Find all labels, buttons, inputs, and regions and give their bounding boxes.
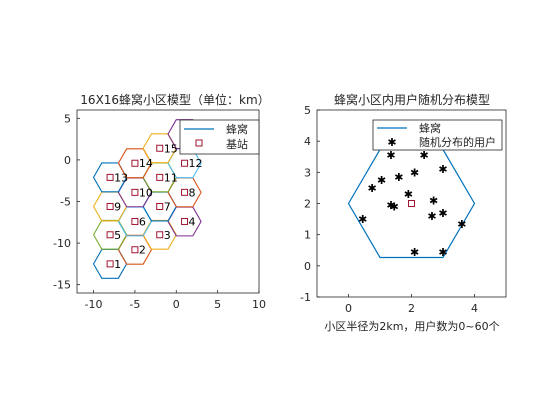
chart2-y-tick-label: 2 xyxy=(304,198,311,211)
chart1-base-station-label: 6 xyxy=(139,215,146,228)
chart1-base-station-marker xyxy=(131,159,139,167)
chart1-base-station-marker xyxy=(106,231,114,239)
chart2-y-tick-label: 0 xyxy=(304,260,311,273)
chart1-base-station-label: 8 xyxy=(189,186,196,199)
chart1-title: 16X16蜂窝小区模型（单位：km） xyxy=(80,92,269,107)
chart2-y-tick-label: 4 xyxy=(304,135,311,148)
chart2-user-marker: ✱ xyxy=(419,149,428,162)
chart1-base-station-label: 4 xyxy=(189,215,196,228)
chart1-base-station-marker xyxy=(131,217,139,225)
chart2-base-station-marker xyxy=(408,200,415,207)
chart1-base-station-label: 2 xyxy=(139,244,146,257)
chart1-base-station-label: 7 xyxy=(164,200,171,213)
chart2-legend: 蜂窝 ✱ 随机分布的用户 xyxy=(372,119,503,151)
chart1-base-station-label: 14 xyxy=(139,157,153,170)
chart2-user-marker: ✱ xyxy=(390,201,399,214)
chart1-base-station-marker xyxy=(181,159,189,167)
chart2-user-marker: ✱ xyxy=(438,207,447,220)
chart1-base-station-marker xyxy=(156,202,164,210)
chart2-user-marker: ✱ xyxy=(457,218,466,231)
chart2-x-axis-label: 小区半径为2km，用户数为0~60个 xyxy=(324,319,499,333)
chart1-y-tick-label: -15 xyxy=(53,279,71,292)
chart2-user-marker: ✱ xyxy=(377,174,386,187)
chart2-user-marker: ✱ xyxy=(438,246,447,259)
chart2-user-marker: ✱ xyxy=(386,199,395,212)
chart1-axis-ticks: -10 -5 0 5 10 -15 -10 -5 0 5 xyxy=(53,112,266,311)
chart1-x-tick-label: -10 xyxy=(85,298,103,311)
chart2-user-marker: ✱ xyxy=(394,171,403,184)
chart2-y-tick-label: -1 xyxy=(300,291,311,304)
chart1-legend-box xyxy=(179,119,260,155)
chart1-y-tick-label: 0 xyxy=(64,154,71,167)
chart2-title: 蜂窝小区内用户随机分布模型 xyxy=(334,92,490,107)
chart1-base-station-marker xyxy=(106,260,114,268)
chart1-x-tick-label: -5 xyxy=(129,298,140,311)
chart2-x-tick-label: 2 xyxy=(408,302,415,315)
chart2-user-marker: ✱ xyxy=(438,163,447,176)
chart2-legend-label-cell: 蜂窝 xyxy=(419,121,441,135)
chart1-base-station-marker xyxy=(106,202,114,210)
chart2-y-tick-label: 3 xyxy=(304,166,311,179)
chart2-axis-ticks: 0 2 4 -1 0 1 2 3 4 5 xyxy=(300,104,478,315)
chart1-base-station-label: 9 xyxy=(114,200,121,213)
chart1-base-station-label: 10 xyxy=(139,186,153,199)
chart2-user-marker: ✱ xyxy=(410,246,419,259)
chart2-legend-label-users: 随机分布的用户 xyxy=(419,135,496,149)
chart2-y-tick-label: 1 xyxy=(304,229,311,242)
chart2-user-marker: ✱ xyxy=(427,210,436,223)
chart1-base-station-label: 13 xyxy=(114,171,128,184)
chart2-user-marker: ✱ xyxy=(410,166,419,179)
chart1-legend: 蜂窝 基站 xyxy=(179,119,260,155)
chart1-legend-label-station: 基站 xyxy=(226,137,248,151)
chart1-base-station-marker xyxy=(181,188,189,196)
chart1-base-station-marker xyxy=(106,173,114,181)
chart1-base-station-label: 15 xyxy=(164,142,178,155)
chart1-base-station-label: 3 xyxy=(164,229,171,242)
chart1-base-station-marker xyxy=(131,246,139,254)
chart2-user-marker: ✱ xyxy=(358,213,367,226)
chart2-x-tick-label: 0 xyxy=(345,302,352,315)
chart2-x-tick-label: 4 xyxy=(471,302,478,315)
chart1-y-tick-label: 5 xyxy=(64,112,71,125)
chart2-user-marker: ✱ xyxy=(404,188,413,201)
chart1-base-station-label: 5 xyxy=(114,229,121,242)
chart1-y-tick-label: -10 xyxy=(53,237,71,250)
chart1-base-station-marker xyxy=(156,144,164,152)
chart1-x-tick-label: 5 xyxy=(214,298,221,311)
chart2-y-tick-label: 5 xyxy=(304,104,311,117)
chart1-legend-label-cell: 蜂窝 xyxy=(226,122,248,136)
chart2-user-marker: ✱ xyxy=(386,149,395,162)
chart1-base-station-label: 1 xyxy=(114,258,121,271)
chart1-y-tick-label: -5 xyxy=(60,196,71,209)
chart1-base-station-marker xyxy=(156,173,164,181)
chart2-legend-box xyxy=(372,119,503,151)
chart2-legend-marker-star: ✱ xyxy=(387,136,396,149)
honeycomb-model-chart: 16X16蜂窝小区模型（单位：km） -10 -5 0 5 10 -15 -10 -5 0 5 1… xyxy=(53,92,270,311)
chart2-user-marker: ✱ xyxy=(429,194,438,207)
chart1-base-station-marker xyxy=(181,217,189,225)
chart1-legend-marker-station xyxy=(195,139,203,147)
chart1-x-tick-label: 0 xyxy=(173,298,180,311)
chart1-base-station-marker xyxy=(156,231,164,239)
chart1-base-station-label: 12 xyxy=(189,157,203,170)
chart1-base-station-label: 11 xyxy=(164,171,178,184)
chart2-user-markers: ✱✱✱✱✱✱✱✱✱✱✱✱✱✱✱✱✱✱ xyxy=(358,140,466,259)
chart2-user-marker: ✱ xyxy=(368,182,377,195)
chart1-base-station-marker xyxy=(131,188,139,196)
chart1-x-tick-label: 10 xyxy=(252,298,266,311)
